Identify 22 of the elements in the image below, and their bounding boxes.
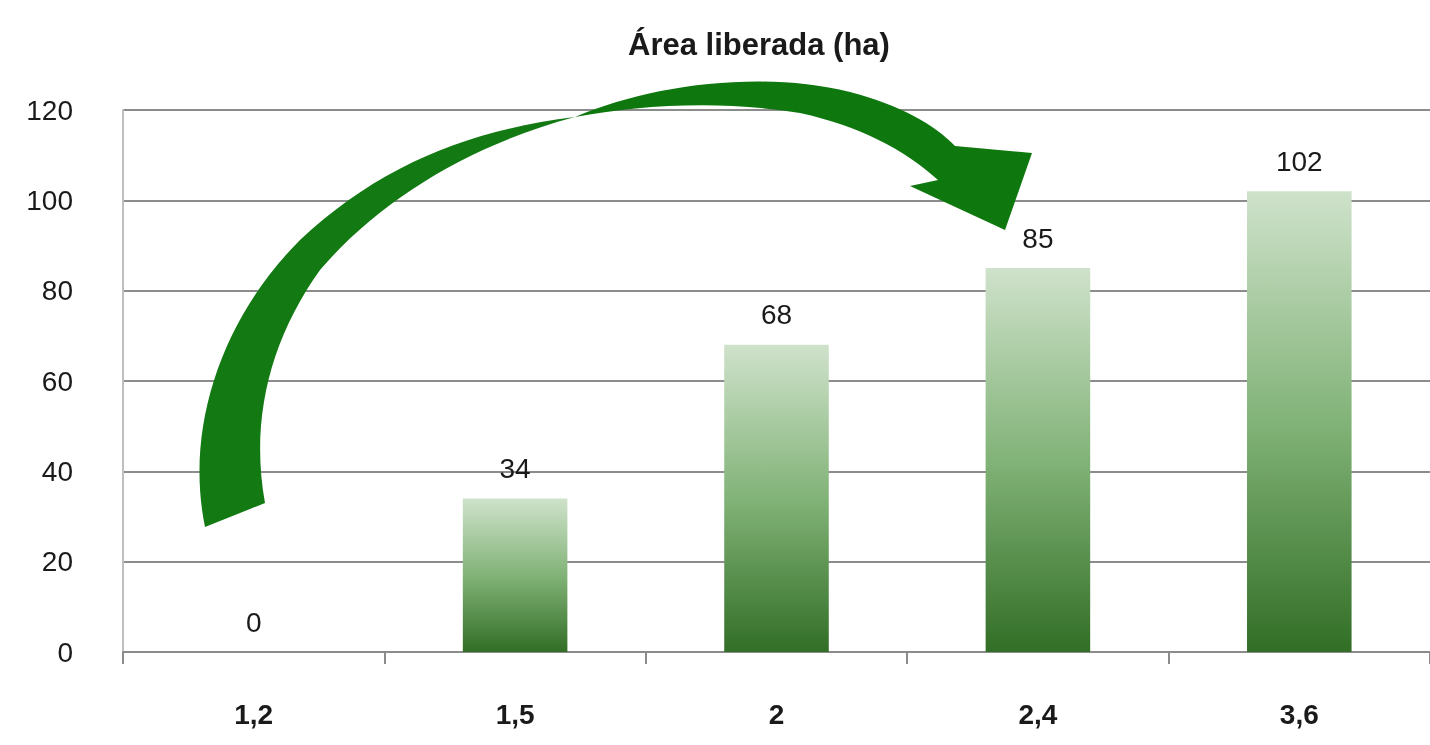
- data-label: 102: [1275, 145, 1323, 177]
- data-label: 68: [760, 299, 793, 331]
- x-tick-label: 1,5: [495, 698, 535, 730]
- bar: [1247, 191, 1352, 652]
- data-label: 0: [245, 606, 262, 638]
- data-label: 34: [499, 452, 531, 484]
- x-tick-label: 2,4: [1018, 698, 1058, 730]
- y-tick-label: 80: [41, 275, 73, 307]
- bar: [724, 344, 829, 652]
- x-tick-label: 3,6: [1279, 698, 1319, 730]
- y-tick-label: 60: [41, 365, 73, 397]
- x-tick-label: 1,2: [234, 698, 274, 730]
- bar: [462, 498, 568, 652]
- y-tick-label: 20: [41, 546, 73, 578]
- x-tick-label: 2: [768, 698, 785, 730]
- chart-title: Área liberada (ha): [628, 27, 890, 62]
- data-label: 85: [1022, 222, 1054, 254]
- bar: [985, 268, 1091, 652]
- y-tick-label: 120: [26, 94, 73, 126]
- y-tick-label: 100: [26, 184, 73, 216]
- y-tick-label: 40: [41, 455, 73, 487]
- y-tick-label: 0: [57, 636, 73, 668]
